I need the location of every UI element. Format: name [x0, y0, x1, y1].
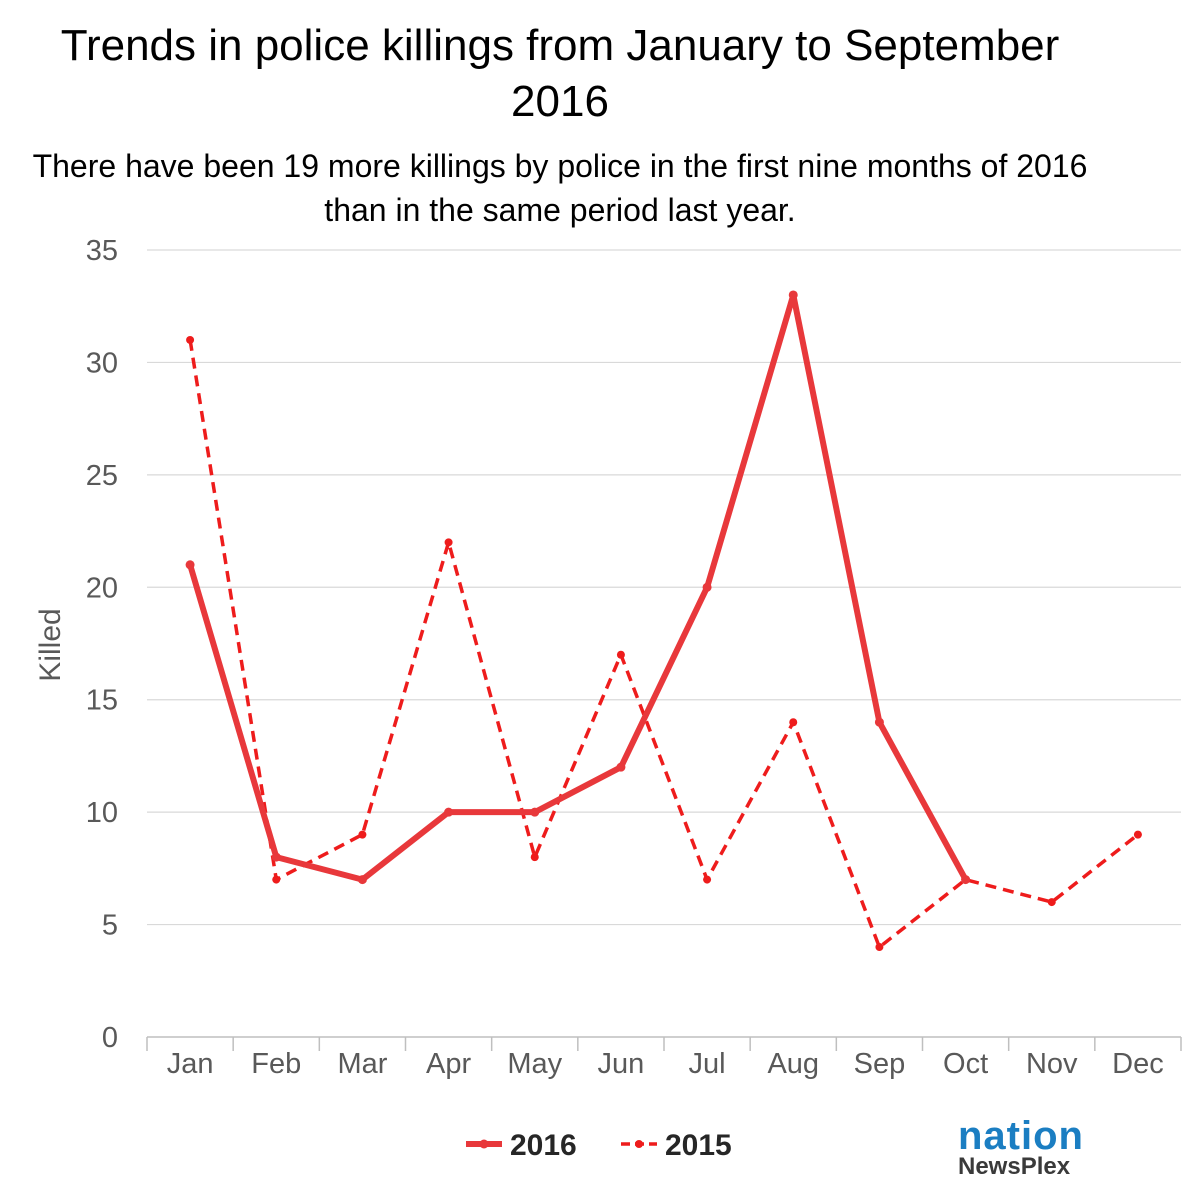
legend-marker-2015 — [635, 1140, 643, 1148]
point-2015-may — [530, 853, 539, 862]
x-tick-label-jun: Jun — [598, 1048, 645, 1080]
x-axis — [146, 1036, 1182, 1051]
x-tick-label-apr: Apr — [426, 1048, 471, 1080]
point-2015-feb — [272, 875, 281, 884]
point-2016-jan — [185, 560, 195, 570]
point-2016-apr — [444, 807, 454, 817]
y-axis-tick-labels: 0 5 10 15 20 25 30 35 — [86, 235, 118, 1054]
x-tick-label-feb: Feb — [251, 1048, 301, 1080]
point-2015-sep — [875, 943, 884, 952]
logo-product-text: NewsPlex — [958, 1153, 1071, 1180]
point-2016-jul — [702, 582, 712, 592]
series-2016 — [185, 290, 971, 885]
x-tick-label-oct: Oct — [943, 1048, 988, 1080]
x-tick-label-aug: Aug — [767, 1048, 819, 1080]
y-tick-label-25: 25 — [86, 460, 118, 492]
legend: 2016 2015 — [466, 1129, 732, 1162]
point-2015-jan — [186, 335, 195, 344]
legend-label-2015: 2015 — [665, 1129, 732, 1162]
chart-title: Trends in police killings from January t… — [60, 21, 1060, 126]
point-2016-mar — [357, 875, 367, 885]
legend-item-2015: 2015 — [621, 1129, 732, 1162]
point-2015-aug — [789, 718, 798, 727]
point-2016-feb — [271, 852, 281, 862]
point-2016-aug — [788, 290, 798, 300]
x-tick-label-may: May — [507, 1048, 562, 1080]
x-tick-label-dec: Dec — [1112, 1048, 1164, 1080]
y-tick-label-0: 0 — [102, 1022, 118, 1054]
point-2015-mar — [358, 830, 367, 839]
point-2015-dec — [1133, 830, 1142, 839]
chart-subtitle: There have been 19 more killings by poli… — [32, 148, 1088, 228]
series-2015 — [186, 335, 1142, 952]
gridlines — [147, 249, 1181, 926]
y-axis-title: Killed — [34, 608, 67, 681]
y-tick-label-5: 5 — [102, 910, 118, 942]
y-tick-label-35: 35 — [86, 235, 118, 267]
x-tick-label-mar: Mar — [337, 1048, 387, 1080]
point-2015-jul — [703, 875, 712, 884]
point-2015-apr — [444, 538, 453, 547]
x-tick-label-sep: Sep — [854, 1048, 906, 1080]
point-2016-oct — [961, 875, 971, 885]
logo-brand-text: nation — [958, 1114, 1084, 1158]
y-tick-label-10: 10 — [86, 797, 118, 829]
x-tick-label-jan: Jan — [167, 1048, 214, 1080]
x-axis-tick-labels: Jan Feb Mar Apr May Jun Jul Aug Sep Oct Nov Dec — [167, 1048, 1164, 1080]
legend-item-2016: 2016 — [466, 1129, 577, 1162]
point-2016-may — [530, 807, 540, 817]
point-2016-jun — [616, 762, 626, 772]
x-tick-label-jul: Jul — [689, 1048, 726, 1080]
series-line-2015 — [188, 339, 1139, 949]
y-tick-label-15: 15 — [86, 685, 118, 717]
series-line-2016 — [187, 292, 969, 883]
legend-label-2016: 2016 — [510, 1129, 577, 1162]
point-2015-jun — [616, 650, 625, 659]
point-2015-nov — [1047, 898, 1056, 907]
legend-marker-2016 — [479, 1139, 489, 1149]
x-tick-label-nov: Nov — [1026, 1048, 1078, 1080]
y-tick-label-20: 20 — [86, 572, 118, 604]
y-tick-label-30: 30 — [86, 347, 118, 379]
nation-newsplex-logo: nation NewsPlex — [958, 1114, 1088, 1180]
point-2016-sep — [874, 717, 884, 727]
series-lines — [185, 290, 1142, 952]
